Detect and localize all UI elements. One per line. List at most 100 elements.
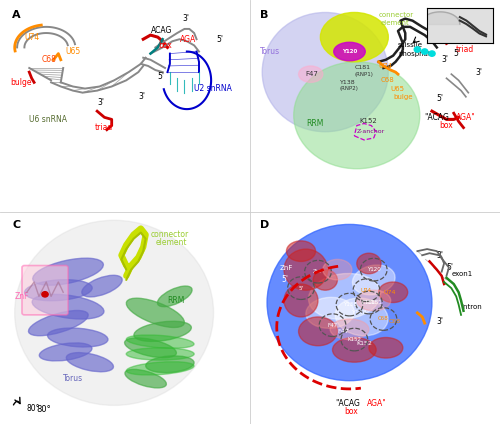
Text: element: element xyxy=(381,20,410,26)
Text: AGA": AGA" xyxy=(366,399,386,408)
Text: 5': 5' xyxy=(158,72,165,81)
Text: Y120: Y120 xyxy=(367,267,380,272)
Text: triad: triad xyxy=(456,45,474,54)
Text: 5': 5' xyxy=(446,263,454,272)
Ellipse shape xyxy=(124,338,176,358)
Text: Torus: Torus xyxy=(63,374,84,383)
Ellipse shape xyxy=(332,338,376,362)
Text: 3': 3' xyxy=(442,55,448,64)
Text: U74: U74 xyxy=(378,63,392,69)
Text: box: box xyxy=(344,407,358,416)
Ellipse shape xyxy=(66,353,114,372)
Ellipse shape xyxy=(286,241,316,262)
Text: element: element xyxy=(156,238,187,248)
Ellipse shape xyxy=(284,284,318,317)
Text: U65: U65 xyxy=(390,86,404,92)
Text: F47: F47 xyxy=(306,71,318,77)
Text: bulge: bulge xyxy=(10,78,32,87)
Text: 5': 5' xyxy=(454,49,461,58)
Text: C181: C181 xyxy=(362,300,376,305)
Text: AGA: AGA xyxy=(180,35,196,44)
Text: "ACAG: "ACAG xyxy=(424,113,450,122)
Text: Y138: Y138 xyxy=(342,302,356,307)
Text: C68: C68 xyxy=(388,318,400,324)
Text: scissile: scissile xyxy=(398,42,423,48)
Text: U6 snRNA: U6 snRNA xyxy=(29,115,67,124)
Text: Y120: Y120 xyxy=(342,49,357,54)
Ellipse shape xyxy=(32,294,104,319)
Text: RRM: RRM xyxy=(306,119,323,128)
Ellipse shape xyxy=(320,12,388,62)
Text: 3': 3' xyxy=(182,14,189,23)
Text: 5': 5' xyxy=(437,94,444,103)
Text: U65: U65 xyxy=(66,47,81,56)
Ellipse shape xyxy=(330,319,369,340)
Text: C181: C181 xyxy=(354,65,370,70)
Ellipse shape xyxy=(378,282,408,303)
Ellipse shape xyxy=(126,362,194,375)
Text: RRM: RRM xyxy=(168,296,185,305)
Ellipse shape xyxy=(294,62,420,169)
Text: exon1: exon1 xyxy=(452,271,472,277)
Text: F47: F47 xyxy=(328,323,338,328)
Ellipse shape xyxy=(146,356,194,373)
Ellipse shape xyxy=(262,12,388,132)
Ellipse shape xyxy=(158,286,192,307)
Text: box: box xyxy=(439,121,453,130)
Ellipse shape xyxy=(126,298,184,327)
Ellipse shape xyxy=(267,224,432,381)
Text: 3': 3' xyxy=(138,92,145,101)
Text: 3': 3' xyxy=(97,98,104,107)
Text: F47: F47 xyxy=(338,329,349,334)
Ellipse shape xyxy=(126,335,194,348)
Text: U2 snRNA: U2 snRNA xyxy=(194,84,232,93)
Text: 5': 5' xyxy=(298,286,304,290)
Text: U74: U74 xyxy=(384,290,396,295)
Ellipse shape xyxy=(48,328,108,347)
Ellipse shape xyxy=(24,280,92,301)
Text: AGA": AGA" xyxy=(456,113,476,122)
Text: C68: C68 xyxy=(381,77,395,84)
Text: C181: C181 xyxy=(366,300,382,305)
Ellipse shape xyxy=(352,265,395,295)
Ellipse shape xyxy=(313,270,338,290)
Text: triad: triad xyxy=(94,123,113,132)
Ellipse shape xyxy=(298,317,338,346)
Text: phosphate: phosphate xyxy=(398,50,435,56)
Ellipse shape xyxy=(323,259,352,280)
Ellipse shape xyxy=(82,275,122,297)
Text: 80°: 80° xyxy=(36,405,52,414)
Circle shape xyxy=(429,51,435,56)
Text: 3': 3' xyxy=(437,317,444,326)
Circle shape xyxy=(414,47,420,52)
Circle shape xyxy=(422,49,428,54)
Ellipse shape xyxy=(369,338,403,358)
Text: Y138: Y138 xyxy=(352,310,368,315)
Ellipse shape xyxy=(126,348,194,360)
Text: ZnF: ZnF xyxy=(313,269,323,274)
Ellipse shape xyxy=(334,42,366,61)
Ellipse shape xyxy=(308,273,381,319)
Text: K152: K152 xyxy=(357,341,372,346)
Text: Torus: Torus xyxy=(260,47,280,56)
Text: connector: connector xyxy=(150,230,189,239)
Ellipse shape xyxy=(357,290,390,311)
Circle shape xyxy=(42,292,48,297)
Text: ZnF: ZnF xyxy=(14,292,29,301)
Text: 3': 3' xyxy=(437,251,444,260)
Text: D: D xyxy=(260,220,269,230)
Text: (RNP1): (RNP1) xyxy=(354,72,373,77)
Text: C68: C68 xyxy=(378,316,389,321)
Text: U74: U74 xyxy=(24,33,40,42)
Text: connector: connector xyxy=(378,11,414,17)
Ellipse shape xyxy=(125,369,166,388)
Text: 5': 5' xyxy=(282,276,288,285)
Text: U74: U74 xyxy=(361,288,372,293)
FancyBboxPatch shape xyxy=(22,265,68,315)
Text: A: A xyxy=(12,11,21,20)
Ellipse shape xyxy=(335,298,388,336)
Ellipse shape xyxy=(14,220,213,405)
Text: K152: K152 xyxy=(348,337,362,342)
Text: ACAG: ACAG xyxy=(150,26,172,36)
Text: Z-anchor: Z-anchor xyxy=(357,129,385,134)
